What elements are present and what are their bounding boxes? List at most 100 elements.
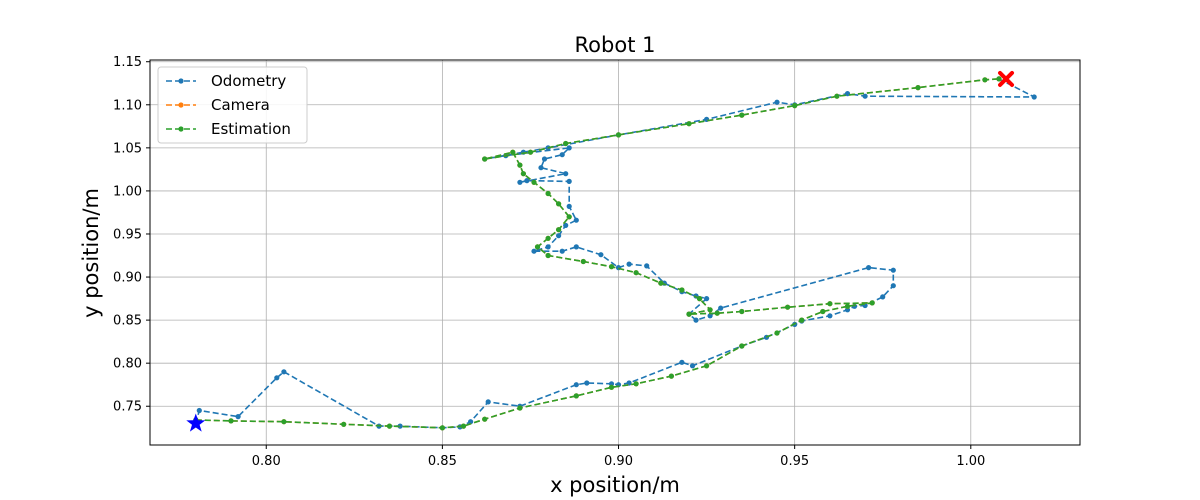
data-point bbox=[468, 419, 474, 425]
legend-marker-estimation bbox=[178, 126, 184, 132]
data-point bbox=[792, 103, 798, 109]
data-point bbox=[739, 112, 745, 118]
data-point bbox=[397, 423, 403, 429]
y-tick-label: 1.10 bbox=[113, 98, 142, 113]
data-point bbox=[644, 263, 650, 269]
data-point bbox=[1031, 94, 1037, 100]
y-tick-label: 1.00 bbox=[113, 184, 142, 199]
data-point bbox=[545, 244, 551, 250]
end-marker bbox=[998, 70, 1015, 87]
data-point bbox=[545, 235, 551, 241]
data-point bbox=[718, 305, 724, 311]
data-point bbox=[485, 399, 491, 405]
data-point bbox=[844, 303, 851, 309]
x-axis-ticks: 0.80 0.85 0.90 0.95 1.00 bbox=[252, 445, 985, 469]
data-point bbox=[538, 165, 544, 171]
y-tick-label: 1.15 bbox=[113, 55, 142, 70]
data-point bbox=[820, 308, 826, 315]
data-point bbox=[566, 203, 572, 209]
data-point bbox=[707, 307, 713, 313]
y-tick-label: 0.85 bbox=[113, 314, 142, 329]
data-point bbox=[524, 178, 530, 184]
marker-layer bbox=[186, 70, 1015, 432]
data-point bbox=[545, 252, 551, 259]
y-tick-label: 0.95 bbox=[113, 227, 142, 242]
data-point bbox=[890, 267, 896, 273]
chart-title: Robot 1 bbox=[575, 33, 656, 57]
data-point bbox=[386, 423, 393, 429]
data-point bbox=[556, 227, 562, 233]
data-point bbox=[704, 363, 710, 369]
data-point bbox=[439, 425, 445, 431]
x-axis-title: x position/m bbox=[550, 473, 680, 497]
data-point bbox=[679, 359, 685, 365]
y-tick-label: 0.80 bbox=[113, 357, 142, 372]
series-estimation bbox=[193, 76, 1002, 431]
data-point bbox=[482, 416, 488, 422]
x-tick-label: 0.80 bbox=[252, 454, 281, 469]
data-point bbox=[573, 382, 579, 388]
data-point bbox=[563, 171, 569, 177]
x-tick-label: 0.90 bbox=[604, 454, 633, 469]
data-point bbox=[739, 343, 745, 349]
data-point bbox=[556, 233, 562, 239]
data-point bbox=[520, 171, 527, 177]
data-point bbox=[608, 264, 615, 270]
legend: Odometry Camera Estimation bbox=[157, 66, 308, 144]
data-point bbox=[228, 418, 234, 424]
data-point bbox=[704, 296, 710, 302]
data-point bbox=[774, 99, 780, 105]
data-point bbox=[686, 121, 692, 127]
data-point bbox=[679, 287, 685, 293]
data-point bbox=[689, 363, 696, 369]
data-point bbox=[235, 414, 241, 420]
start-marker bbox=[186, 413, 206, 432]
data-point bbox=[880, 294, 886, 300]
legend-marker-odometry bbox=[178, 78, 184, 84]
data-point bbox=[827, 313, 833, 319]
data-point bbox=[566, 178, 572, 184]
data-point bbox=[668, 373, 675, 379]
data-point bbox=[869, 300, 875, 306]
legend-label-camera: Camera bbox=[211, 96, 270, 114]
data-point bbox=[714, 310, 720, 316]
y-axis-ticks: 0.75 0.80 0.85 0.90 0.95 1.00 1.05 1.10 1.15 bbox=[113, 55, 150, 415]
data-point bbox=[563, 140, 569, 147]
series-line-estimation bbox=[195, 78, 1000, 429]
data-point bbox=[834, 93, 840, 99]
data-point bbox=[633, 270, 639, 276]
x-tick-label: 1.00 bbox=[956, 454, 985, 469]
data-point bbox=[696, 296, 703, 302]
data-point bbox=[658, 280, 664, 286]
data-point bbox=[559, 152, 565, 158]
data-point bbox=[739, 308, 745, 315]
data-point bbox=[573, 244, 579, 250]
data-point bbox=[531, 179, 537, 185]
x-tick-label: 0.95 bbox=[780, 454, 809, 469]
data-point bbox=[866, 265, 872, 271]
data-point bbox=[633, 381, 639, 387]
data-point bbox=[559, 248, 565, 254]
data-point bbox=[563, 222, 569, 228]
data-point bbox=[534, 244, 541, 250]
y-tick-label: 0.90 bbox=[113, 271, 142, 286]
data-point bbox=[827, 301, 833, 307]
data-point bbox=[517, 405, 523, 411]
legend-label-estimation: Estimation bbox=[211, 120, 291, 138]
data-point bbox=[573, 393, 579, 399]
grid bbox=[150, 60, 1080, 445]
data-point bbox=[785, 304, 791, 310]
data-point bbox=[615, 132, 622, 138]
data-point bbox=[844, 91, 851, 97]
data-point bbox=[707, 313, 713, 319]
data-point bbox=[281, 419, 287, 425]
data-point bbox=[693, 317, 699, 323]
data-point bbox=[573, 217, 579, 223]
data-point bbox=[531, 248, 537, 254]
data-point bbox=[527, 149, 534, 155]
data-point bbox=[566, 214, 572, 220]
data-point bbox=[541, 156, 548, 162]
data-point bbox=[281, 369, 287, 375]
data-point bbox=[862, 93, 868, 99]
